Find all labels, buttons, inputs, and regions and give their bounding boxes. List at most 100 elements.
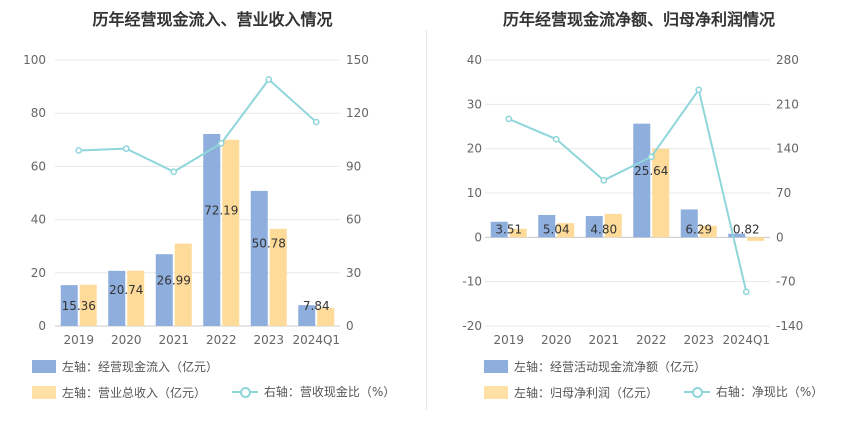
bar-primary xyxy=(680,209,698,238)
ratio-line-point xyxy=(695,86,703,94)
legend-swatch-bar-icon xyxy=(32,385,56,399)
legend-row-2: 左轴：归母净利润（亿元） 右轴：净现比（%） xyxy=(484,383,845,402)
ratio-line-point xyxy=(552,135,560,143)
bar-data-label: 25.64 xyxy=(634,164,668,178)
ratio-line-point xyxy=(312,118,320,126)
bar-secondary xyxy=(222,139,240,326)
bar-data-label: 4.80 xyxy=(590,222,617,236)
right-axis-tick-label: 0 xyxy=(346,319,354,333)
bar-secondary xyxy=(79,284,97,326)
bar-data-label: 0.82 xyxy=(733,222,760,236)
legend-row-1: 左轴：经营活动现金流净额（亿元） xyxy=(484,358,728,376)
category-tick-label: 2024Q1 xyxy=(722,333,770,347)
bar-data-label: 6.29 xyxy=(685,222,712,236)
bar-secondary xyxy=(652,148,670,238)
legend-swatch-bar-icon xyxy=(32,360,56,373)
right-axis-tick-label: 150 xyxy=(346,53,369,67)
left-axis-tick-label: 100 xyxy=(23,53,46,67)
bar-secondary xyxy=(509,228,527,238)
legend-item-net-cash-ratio[interactable]: 右轴：净现比（%） xyxy=(683,383,823,400)
left-axis-tick-label: 10 xyxy=(467,186,482,200)
panel-divider xyxy=(426,30,427,410)
bar-data-label: 15.36 xyxy=(62,299,96,313)
legend-item-net-cash-flow[interactable]: 左轴：经营活动现金流净额（亿元） xyxy=(484,358,706,375)
left-axis-tick-label: 80 xyxy=(31,106,46,120)
category-tick-label: 2020 xyxy=(541,333,572,347)
bar-data-label: 20.74 xyxy=(109,283,143,297)
bar-secondary xyxy=(269,228,287,326)
bar-secondary xyxy=(747,237,765,241)
bar-primary xyxy=(538,214,556,238)
right-axis-tick-label: -70 xyxy=(776,275,796,289)
left-axis-tick-label: 40 xyxy=(467,53,482,67)
left-axis-tick-label: -20 xyxy=(462,319,482,333)
ratio-line-point xyxy=(265,76,273,83)
right-axis-tick-label: 140 xyxy=(776,142,799,156)
ratio-line-point xyxy=(122,145,130,153)
right-axis-tick-label: -140 xyxy=(776,319,803,333)
legend-item-revenue[interactable]: 左轴：营业总收入（亿元） xyxy=(32,384,206,401)
bar-secondary xyxy=(317,307,335,326)
right-axis-tick-label: 90 xyxy=(346,159,361,173)
bar-primary xyxy=(728,233,746,238)
right-axis-tick-label: 210 xyxy=(776,97,799,111)
ratio-line-point xyxy=(75,147,83,154)
legend-item-cash-inflow[interactable]: 左轴：经营现金流入（亿元） xyxy=(32,358,218,375)
ratio-line-point xyxy=(217,139,225,147)
legend-label: 左轴：经营现金流入（亿元） xyxy=(62,360,219,374)
category-tick-label: 2023 xyxy=(683,333,714,347)
ratio-line-point xyxy=(170,168,178,176)
right-axis-tick-label: 70 xyxy=(776,186,791,200)
bar-secondary xyxy=(127,270,145,326)
bar-primary xyxy=(490,221,508,238)
ratio-line-point xyxy=(647,153,655,161)
chart-plot-area: -20 -10 0 10 20 30 40 -140 -70 0 70 140 210 280 2019 20… xyxy=(462,53,803,347)
chart-panel-net-cash-profit: 历年经营现金流净额、归母净利润情况 -20 -10 0 10 20 30 40 -140 -70… xyxy=(428,0,850,437)
left-axis-tick-label: 60 xyxy=(31,159,46,173)
right-axis-tick-label: 60 xyxy=(346,213,361,227)
legend-item-net-profit[interactable]: 左轴：归母净利润（亿元） xyxy=(484,384,658,401)
left-axis-tick-label: 0 xyxy=(474,230,482,244)
bar-data-label: 50.78 xyxy=(252,237,286,251)
legend-label: 左轴：经营活动现金流净额（亿元） xyxy=(514,360,707,374)
chart-panel-cash-inflow-revenue: 历年经营现金流入、营业收入情况 0 20 40 60 80 100 0 30 60 90 120 15… xyxy=(23,10,417,402)
category-tick-label: 2022 xyxy=(206,333,237,347)
legend-row-2: 左轴：营业总收入（亿元） 右轴：营收现金比（%） xyxy=(32,383,417,402)
right-axis-tick-label: 0 xyxy=(776,230,784,244)
legend-swatch-line-icon xyxy=(683,385,710,399)
bar-secondary xyxy=(557,223,575,238)
category-tick-label: 2024Q1 xyxy=(292,333,340,347)
left-axis-tick-label: 30 xyxy=(467,97,482,111)
ratio-line xyxy=(78,78,317,173)
bar-primary xyxy=(250,190,268,326)
legend-swatch-bar-icon xyxy=(484,360,508,373)
bar-secondary xyxy=(699,225,717,238)
right-axis-tick-label: 30 xyxy=(346,266,361,280)
chart-title: 历年经营现金流入、营业收入情况 xyxy=(92,10,333,29)
ratio-line-point xyxy=(742,288,750,296)
left-axis-tick-label: -10 xyxy=(462,275,482,289)
category-tick-label: 2019 xyxy=(63,333,94,347)
legend-label: 右轴：营收现金比（%） xyxy=(263,385,396,399)
legend-label: 左轴：归母净利润（亿元） xyxy=(514,385,659,400)
category-tick-label: 2019 xyxy=(493,333,524,347)
bar-primary xyxy=(585,216,603,238)
bar-primary xyxy=(155,254,173,326)
legend-swatch-bar-icon xyxy=(484,385,508,399)
bar-primary xyxy=(633,123,651,238)
bar-primary xyxy=(203,133,221,326)
category-tick-label: 2021 xyxy=(158,333,189,347)
right-axis-tick-label: 120 xyxy=(346,106,369,120)
chart-title: 历年经营现金流净额、归母净利润情况 xyxy=(502,10,775,29)
ratio-line xyxy=(508,87,748,293)
bar-data-label: 7.84 xyxy=(303,299,330,313)
ratio-line-point xyxy=(600,176,608,184)
left-axis-tick-label: 40 xyxy=(31,213,46,227)
bar-data-label: 72.19 xyxy=(204,204,238,218)
bar-data-label: 26.99 xyxy=(157,273,191,287)
left-axis-tick-label: 0 xyxy=(38,319,46,333)
legend-item-cash-revenue-ratio[interactable]: 右轴：营收现金比（%） xyxy=(231,383,396,400)
legend-row-1: 左轴：经营现金流入（亿元） xyxy=(32,358,240,376)
bar-secondary xyxy=(604,213,622,238)
legend-label: 左轴：营业总收入（亿元） xyxy=(62,385,207,400)
